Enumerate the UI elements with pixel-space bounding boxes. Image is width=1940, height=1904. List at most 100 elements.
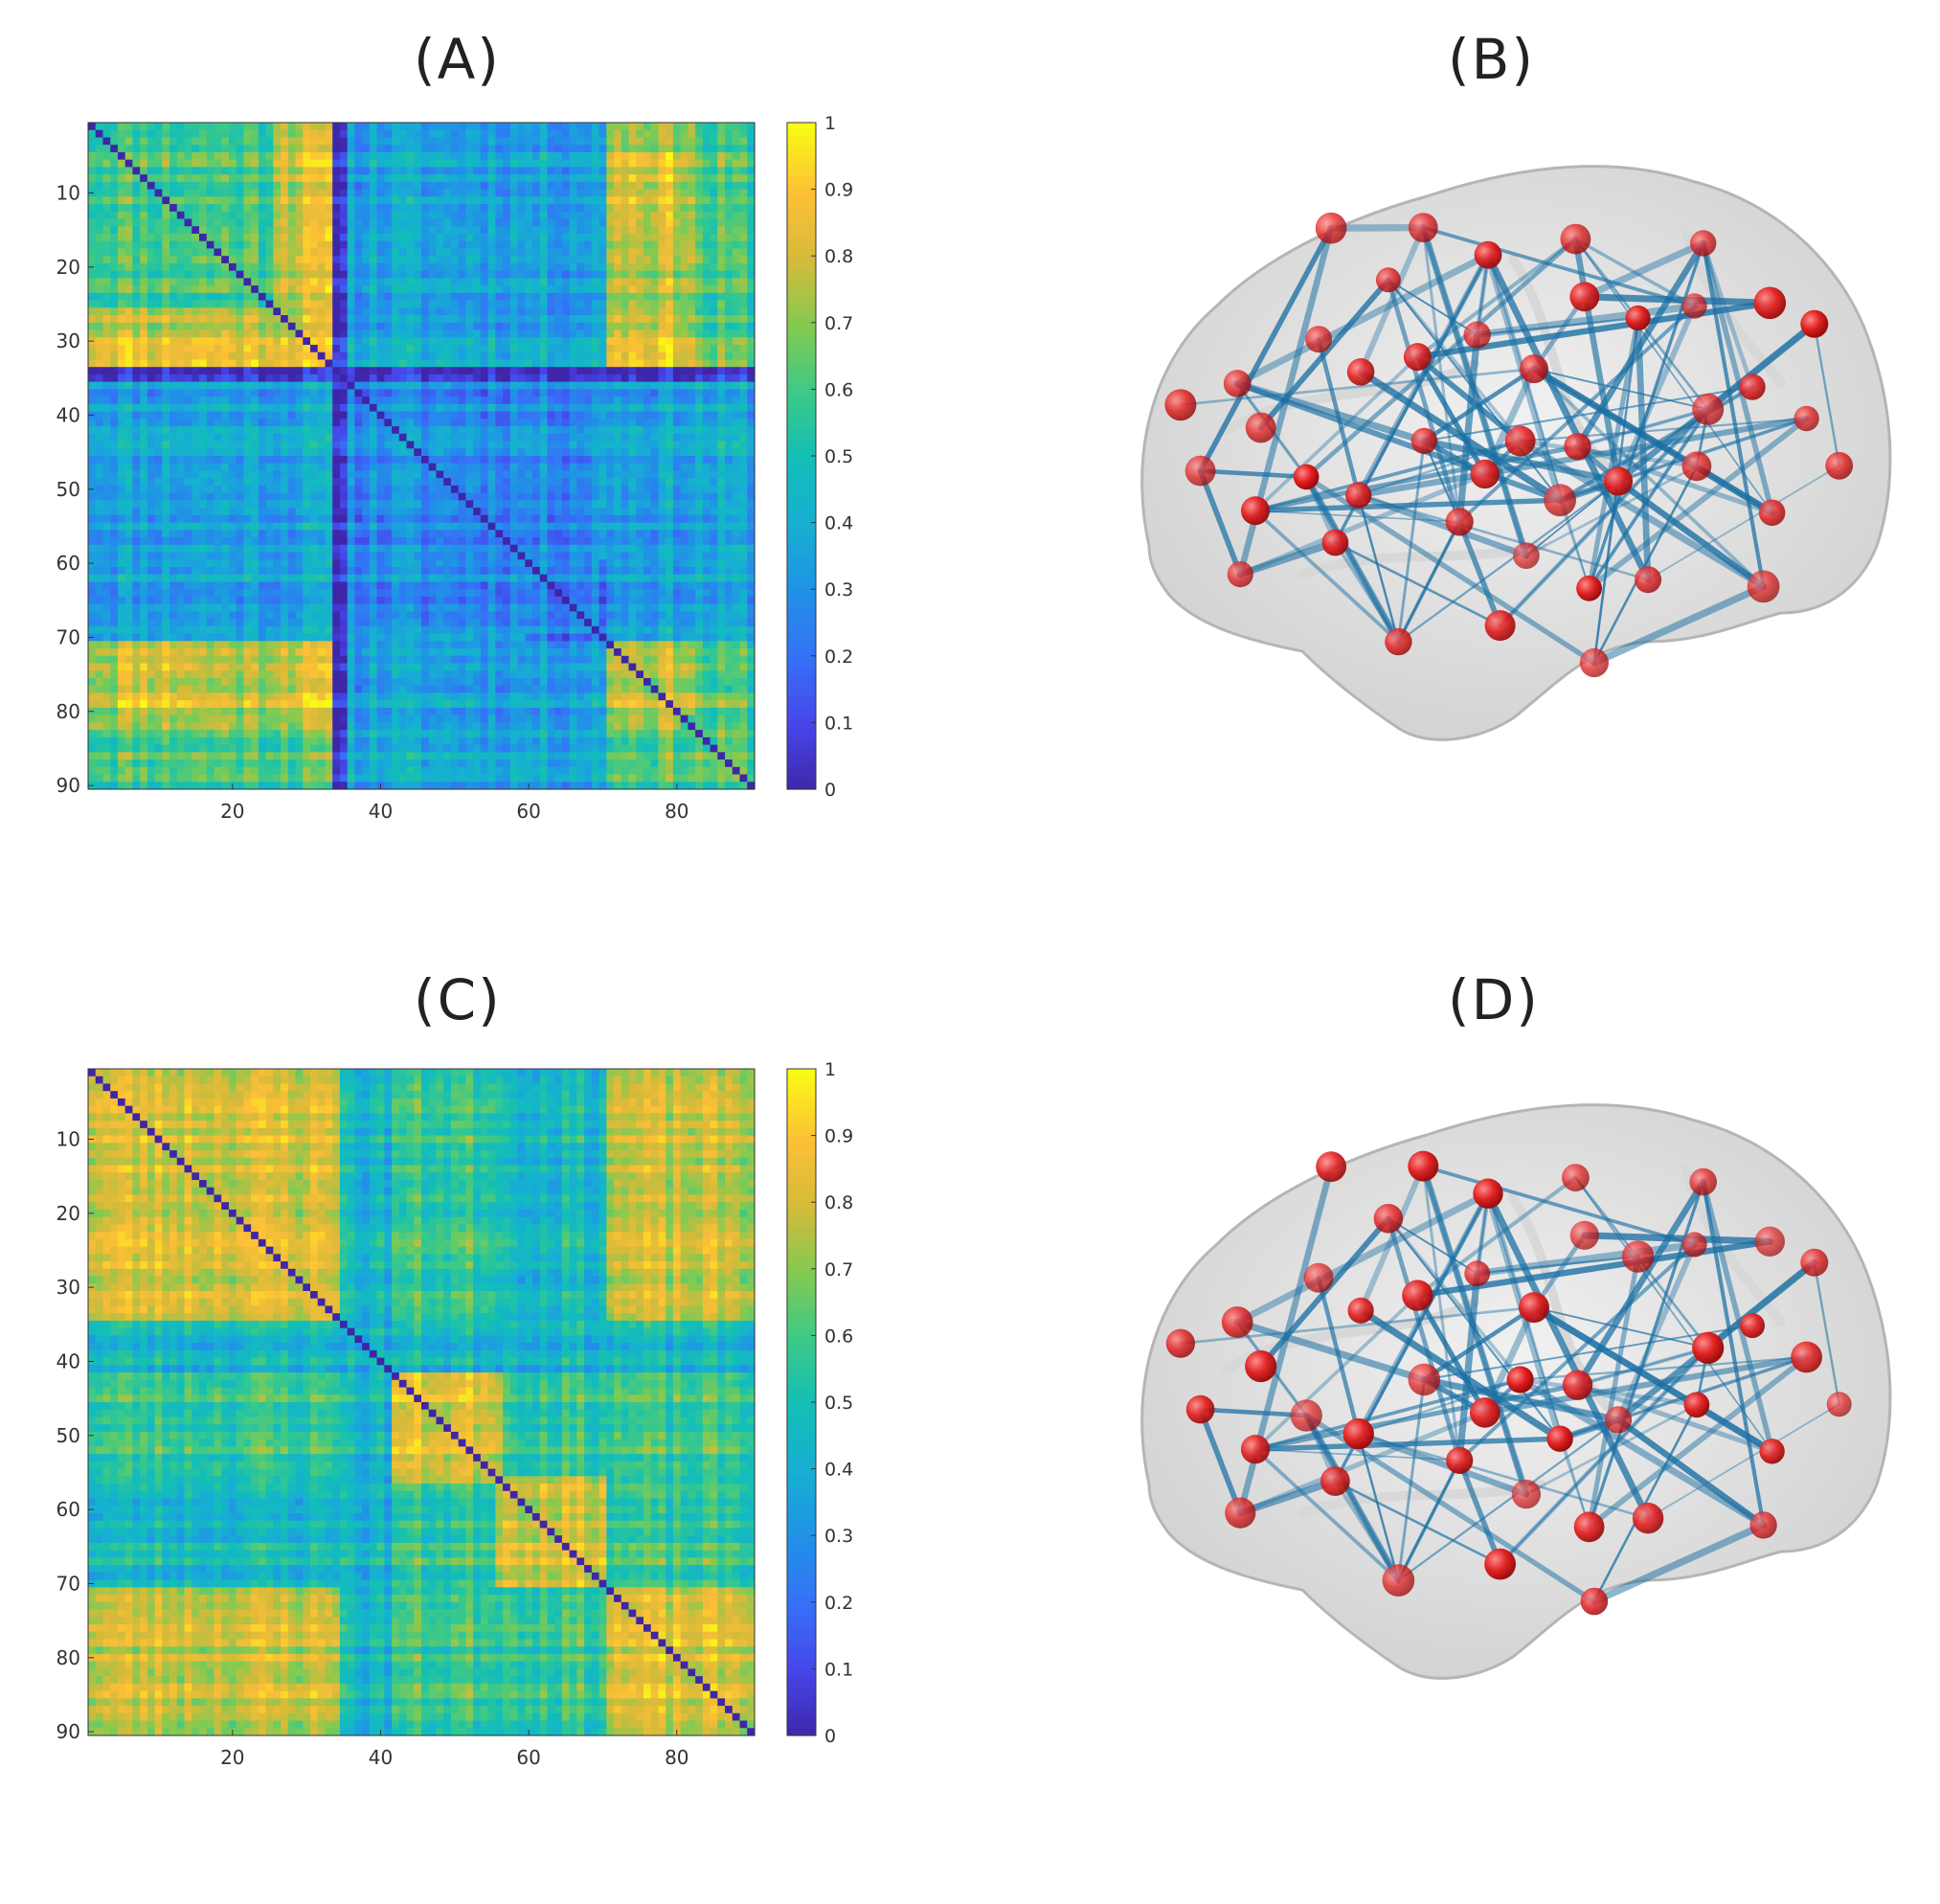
heatmap-cell (384, 211, 393, 220)
heatmap-cell (192, 248, 200, 257)
heatmap-cell (688, 345, 696, 353)
heatmap-cell (421, 441, 430, 449)
heatmap-cell (169, 145, 178, 153)
heatmap-cell (576, 226, 585, 235)
heatmap-cell (228, 292, 237, 302)
heatmap-cell (147, 234, 156, 242)
heatmap-cell (117, 492, 126, 501)
heatmap-cell (672, 248, 682, 257)
heatmap-cell (154, 129, 163, 139)
heatmap-cell (332, 248, 341, 257)
heatmap-cell (132, 426, 141, 435)
heatmap-cell (228, 514, 237, 524)
heatmap-cell (688, 463, 696, 472)
heatmap-cell (369, 470, 378, 479)
heatmap-cell (258, 351, 267, 361)
heatmap-cell (406, 204, 415, 213)
heatmap-cell (569, 500, 577, 509)
heatmap-cell (110, 137, 119, 146)
heatmap-cell (124, 463, 133, 472)
heatmap-cell (606, 240, 615, 250)
heatmap-cell (214, 456, 222, 465)
heatmap-cell (206, 270, 215, 279)
heatmap-cell (643, 381, 652, 390)
heatmap-cell (450, 129, 460, 139)
heatmap-cell (465, 522, 474, 531)
heatmap-cell (102, 226, 111, 235)
heatmap-cell (206, 492, 215, 501)
heatmap-cell (214, 181, 222, 191)
heatmap-cell (258, 530, 267, 538)
heatmap-cell (384, 329, 393, 338)
heatmap-cell (140, 337, 148, 346)
heatmap-cell (236, 123, 244, 131)
heatmap-cell (591, 262, 600, 272)
heatmap-cell (332, 530, 341, 538)
heatmap-cell (414, 234, 422, 242)
heatmap-cell (398, 226, 408, 235)
heatmap-cell (273, 189, 282, 197)
heatmap-cell (310, 315, 319, 324)
heatmap-cell (384, 137, 393, 146)
heatmap-cell (672, 256, 682, 264)
heatmap-cell (680, 433, 688, 442)
heatmap-cell (620, 240, 630, 250)
heatmap-cell (414, 315, 422, 324)
heatmap-cell (303, 329, 311, 338)
heatmap-cell (325, 256, 333, 264)
heatmap-cell (228, 470, 237, 479)
heatmap-cell (295, 456, 304, 465)
heatmap-cell (739, 426, 748, 435)
heatmap-cell (480, 248, 489, 257)
heatmap-cell (628, 514, 637, 524)
heatmap-cell (162, 240, 170, 250)
heatmap-cell (473, 441, 482, 449)
heatmap-cell (169, 381, 178, 390)
heatmap-cell (436, 381, 444, 390)
heatmap-cell (614, 470, 622, 479)
heatmap-cell (273, 448, 282, 457)
heatmap-cell (287, 478, 297, 487)
heatmap-cell (228, 307, 237, 316)
heatmap-cell (199, 278, 208, 286)
heatmap-cell (295, 262, 304, 272)
heatmap-cell (339, 463, 349, 472)
heatmap-cell (339, 315, 349, 324)
heatmap-cell (598, 367, 607, 375)
heatmap-cell (688, 500, 696, 509)
heatmap-cell (620, 389, 630, 397)
heatmap-cell (480, 174, 489, 183)
heatmap-cell (176, 189, 186, 197)
heatmap-cell (650, 448, 660, 457)
heatmap-cell (458, 397, 466, 405)
heatmap-cell (680, 397, 688, 405)
heatmap-cell (710, 456, 718, 465)
heatmap-cell (636, 351, 644, 361)
heatmap-cell (228, 145, 237, 153)
heatmap-cell (228, 137, 237, 146)
heatmap-cell (539, 123, 549, 131)
heatmap-cell (739, 270, 748, 279)
heatmap-cell (169, 240, 178, 250)
heatmap-cell (695, 300, 704, 308)
heatmap-cell (132, 196, 141, 205)
heatmap-cell (650, 441, 660, 449)
heatmap-cell (480, 211, 489, 220)
heatmap-cell (140, 151, 148, 161)
heatmap-cell (124, 181, 133, 191)
heatmap-cell (192, 463, 200, 472)
heatmap-cell (110, 381, 119, 390)
heatmap-cell (310, 433, 319, 442)
heatmap-cell (265, 389, 274, 397)
heatmap-cell (606, 300, 615, 308)
heatmap-cell (509, 278, 519, 286)
heatmap-cell (532, 329, 541, 338)
heatmap-cell (591, 397, 600, 405)
heatmap-cell (576, 492, 585, 501)
heatmap-cell (376, 270, 385, 279)
heatmap-cell (487, 367, 496, 375)
heatmap-cell (650, 426, 660, 435)
heatmap-cell (258, 248, 267, 257)
heatmap-cell (539, 129, 549, 139)
heatmap-cell (636, 159, 644, 168)
